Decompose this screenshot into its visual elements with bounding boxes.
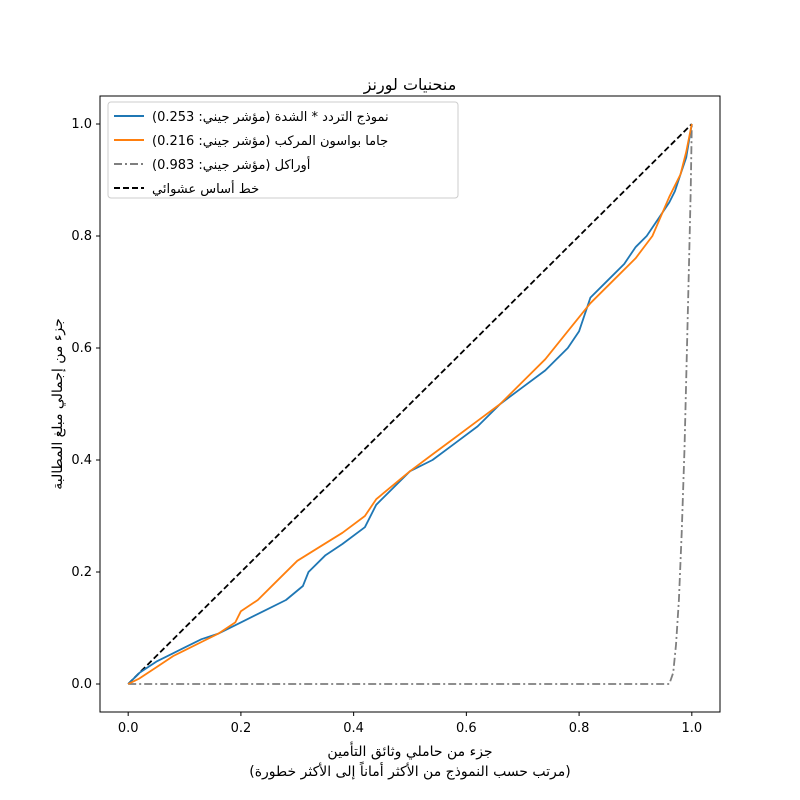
- y-tick-label: 0.2: [71, 565, 92, 580]
- y-tick-label: 0.6: [71, 341, 92, 356]
- legend-box: [107, 101, 459, 199]
- legend-items: نموذج التردد * الشدة (مؤشر جيني: 0.253) ج…: [114, 110, 389, 197]
- y-tick-label: 0.0: [71, 677, 92, 692]
- x-tick-label: 1.0: [681, 721, 702, 736]
- series-line-1: [127, 123, 693, 685]
- y-axis-label: جزء من إجمالي مبلغ المطالبة: [50, 318, 66, 490]
- x-tick-label: 0.6: [456, 721, 477, 736]
- y-tick-label: 0.4: [71, 453, 92, 468]
- y-tick-label: 0.8: [71, 229, 92, 244]
- x-tick-label: 0.8: [569, 721, 590, 736]
- x-tick-label: 0.4: [343, 721, 364, 736]
- legend-label-2: أوراكل (مؤشر جيني: 0.983): [152, 156, 310, 173]
- x-tick-label: 0.2: [231, 721, 252, 736]
- legend-label-1: جاما بواسون المركب (مؤشر جيني: 0.216): [152, 134, 388, 149]
- legend-label-0: نموذج التردد * الشدة (مؤشر جيني: 0.253): [152, 110, 389, 125]
- x-axis-label-line1: جزء من حاملي وثائق التأمين: [327, 741, 492, 760]
- y-tick-label: 1.0: [71, 117, 92, 132]
- chart-title: منحنيات لورنز: [363, 75, 457, 95]
- series-line-3: [127, 123, 693, 685]
- series-layer: [127, 123, 693, 685]
- legend: نموذج التردد * الشدة (مؤشر جيني: 0.253) ج…: [107, 101, 459, 199]
- x-tick-label: 0.0: [118, 721, 139, 736]
- y-axis-ticks: 0.0 0.2 0.4 0.6 0.8 1.0: [71, 117, 100, 692]
- x-axis-ticks: 0.0 0.2 0.4 0.6 0.8 1.0: [118, 712, 702, 736]
- x-axis-label-line2: (مرتب حسب النموذج من الأكثر أماناً إلى ا…: [249, 761, 571, 780]
- legend-label-3: خط أساس عشوائي: [152, 180, 259, 197]
- plot-frame: [99, 95, 721, 713]
- series-line-2: [128, 123, 693, 685]
